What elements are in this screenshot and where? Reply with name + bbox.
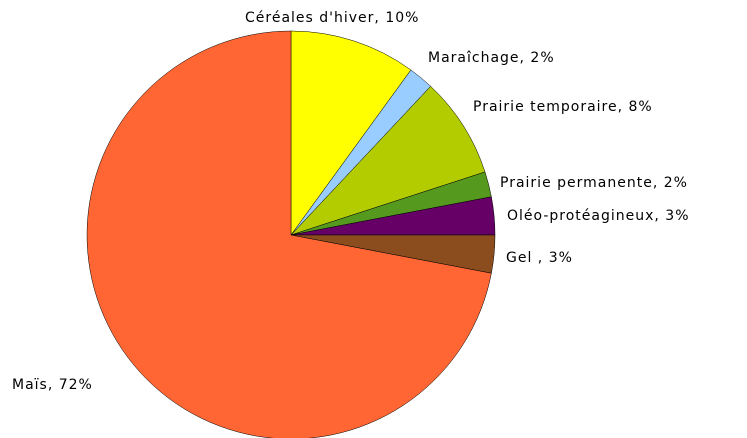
slice-label: Gel , 3% — [506, 250, 573, 266]
pie-slice — [290, 85, 486, 236]
pie-slice — [290, 30, 412, 236]
slice-label: Oléo-protéagineux, 3% — [507, 208, 690, 224]
slice-label: Céréales d'hiver, 10% — [245, 10, 419, 26]
slice-label: Maïs, 72% — [12, 377, 93, 393]
slice-label: Prairie permanente, 2% — [500, 175, 688, 191]
slice-label: Maraîchage, 2% — [428, 50, 555, 66]
pie-slice — [86, 30, 492, 438]
slice-label: Prairie temporaire, 8% — [473, 99, 653, 115]
